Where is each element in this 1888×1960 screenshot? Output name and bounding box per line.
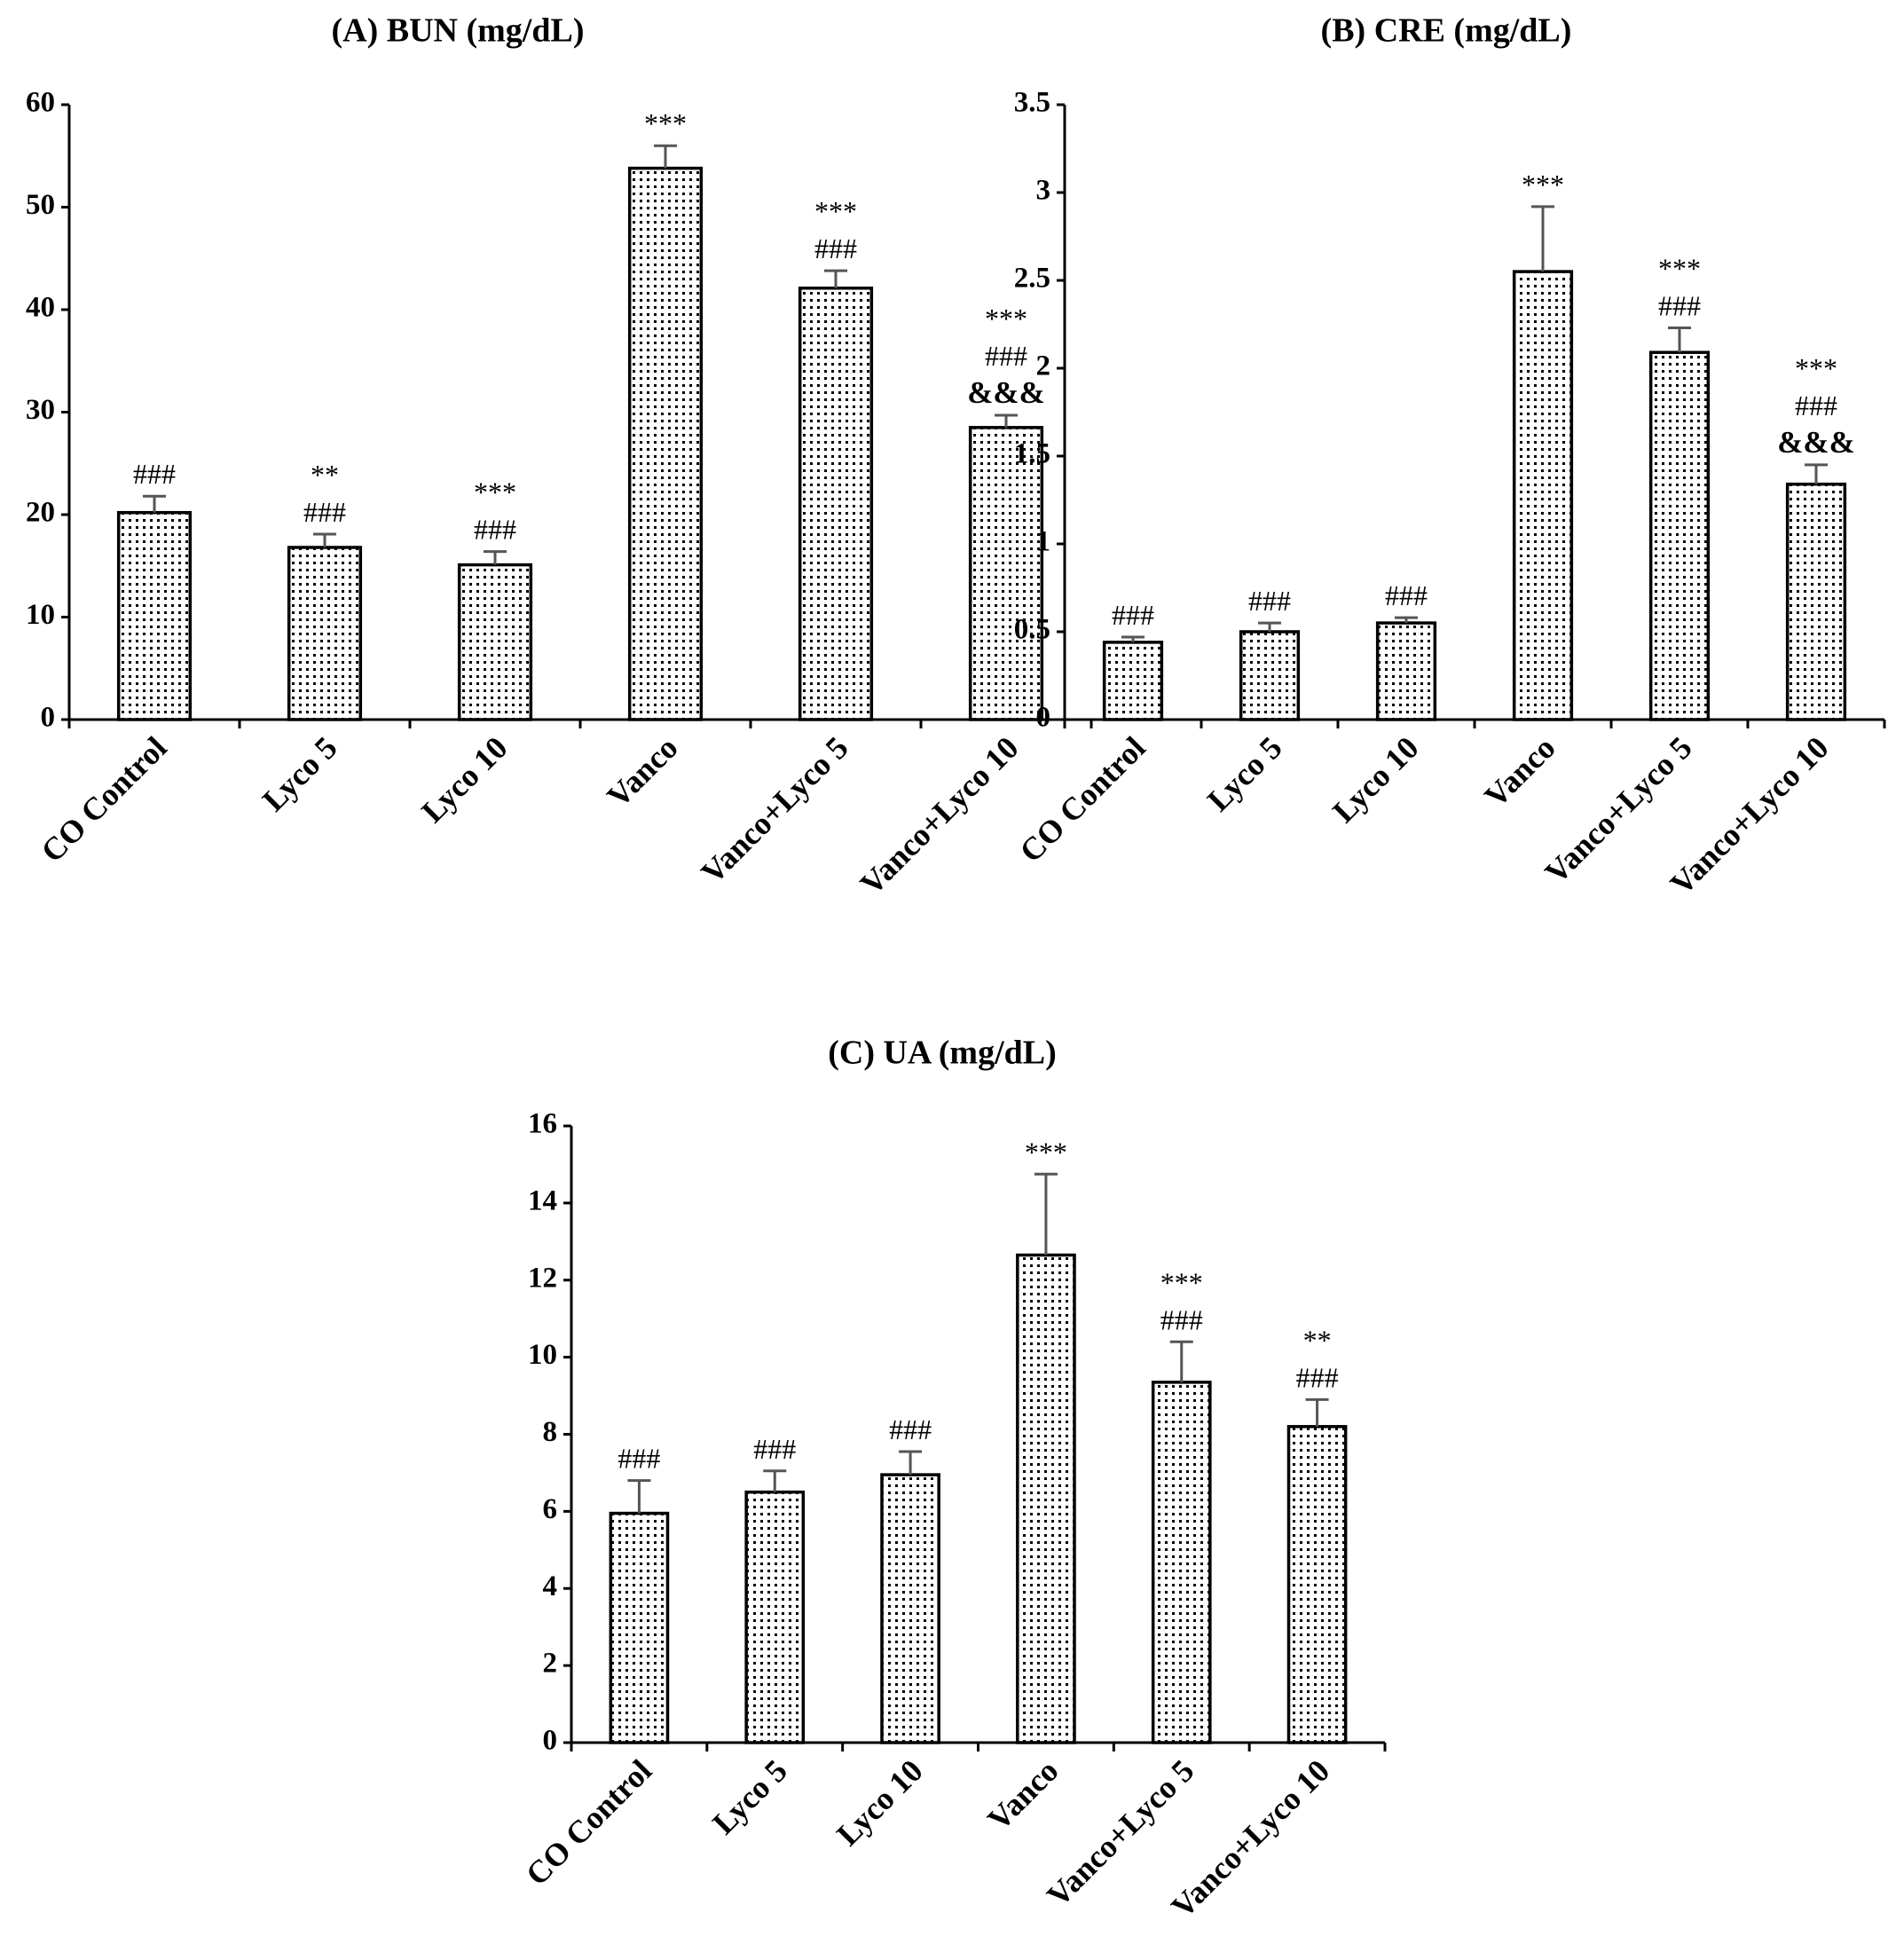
y-tick-label: 0.5 [1014,614,1050,646]
y-tick-label: 16 [528,1108,557,1140]
x-tick-label: Vanco [1477,729,1562,814]
significance-label: ### [1112,599,1154,631]
y-tick-label: 30 [26,394,55,426]
significance-label: *** [1522,169,1564,201]
y-tick-label: 2.5 [1014,263,1050,295]
significance-label: &&& [1777,425,1854,460]
significance-label: ### [474,514,516,546]
y-tick-label: 6 [543,1493,558,1525]
chart-cre: (B) CRE (mg/dL) 0 0.5 1 1.5 2 2.5 3 3.5 ### CO Con… [1012,12,1886,901]
y-tick-label: 8 [543,1416,558,1448]
x-tick-label: Vanco [600,729,684,814]
significance-label: *** [1658,252,1701,284]
bar [1239,630,1301,721]
x-tick-label: Lyco 10 [1326,729,1425,829]
y-tick-label: 2 [1036,350,1051,382]
x-tick-label: CO Control [519,1752,658,1892]
y-tick-label: 0 [41,702,56,734]
y-tick-label: 10 [26,599,55,631]
bar [1375,621,1437,721]
bar [116,510,193,721]
x-tick-label: Lyco 5 [256,729,344,818]
y-tick-label: 20 [26,497,55,529]
y-tick-label: 3 [1036,175,1051,207]
y-tick-label: 60 [26,87,55,119]
x-tick-label: Lyco 10 [830,1752,929,1852]
y-tick-label: 3.5 [1014,87,1050,119]
chart-title: (C) UA (mg/dL) [828,1035,1057,1072]
bar [1512,270,1574,721]
significance-label: ### [1248,585,1291,617]
y-tick-label: 0 [543,1725,558,1757]
x-tick-label: CO Control [34,729,173,869]
significance-label: ### [814,232,857,264]
x-tick-label: Lyco 10 [414,729,514,829]
significance-label: *** [474,476,516,508]
y-tick-label: 10 [528,1339,557,1371]
bar [1102,641,1164,721]
bar [1648,350,1711,721]
bar [287,546,363,721]
significance-label: *** [1795,352,1837,384]
significance-label: ### [1795,390,1837,421]
y-tick-label: 2 [543,1648,558,1680]
significance-label: *** [814,195,857,227]
x-tick-label: Lyco 5 [1200,729,1289,818]
y-tick-label: 50 [26,189,55,221]
significance-label: *** [1160,1266,1203,1298]
chart-ua: (C) UA (mg/dL) 0 2 4 6 8 10 12 14 16 ### CO Control… [519,1035,1387,1925]
y-tick-label: 4 [543,1570,558,1602]
x-tick-label: Lyco 5 [705,1752,794,1841]
bar [1286,1425,1348,1744]
bar [1016,1253,1076,1744]
significance-label: ** [311,459,339,491]
significance-label: ### [1658,289,1701,321]
significance-label: &&& [967,375,1044,410]
bar [744,1490,806,1744]
bar [1151,1381,1212,1744]
significance-label: ### [985,340,1027,372]
significance-label: ### [1385,579,1428,611]
x-tick-label: Vanco+Lyco 5 [694,729,854,890]
significance-label: *** [644,107,687,139]
bar [609,1511,670,1744]
significance-label: ### [753,1433,796,1465]
x-tick-label: Vanco [980,1752,1065,1837]
significance-label: *** [1025,1136,1067,1168]
significance-label: *** [985,303,1027,335]
bar [880,1473,940,1744]
chart-title: (B) CRE (mg/dL) [1321,12,1572,50]
bar [1785,482,1847,721]
y-tick-label: 12 [528,1262,557,1294]
significance-label: ### [303,496,346,528]
significance-label: ### [889,1413,932,1445]
significance-label: ### [1160,1303,1203,1335]
significance-label: ### [1296,1361,1339,1393]
x-tick-label: CO Control [1012,729,1152,869]
significance-label: ** [1303,1324,1332,1356]
y-tick-label: 0 [1036,702,1051,734]
significance-label: ### [618,1443,660,1475]
x-tick-label: Vanco+Lyco 10 [854,729,1026,901]
bar [798,286,874,721]
bar [457,563,533,721]
significance-label: ### [133,458,176,490]
y-tick-label: 1 [1036,526,1051,558]
bar [968,426,1044,721]
y-tick-label: 1.5 [1014,438,1050,470]
y-tick-label: 40 [26,292,55,324]
bar [627,166,704,721]
chart-title: (A) BUN (mg/dL) [332,12,585,50]
y-tick-label: 14 [528,1185,557,1216]
